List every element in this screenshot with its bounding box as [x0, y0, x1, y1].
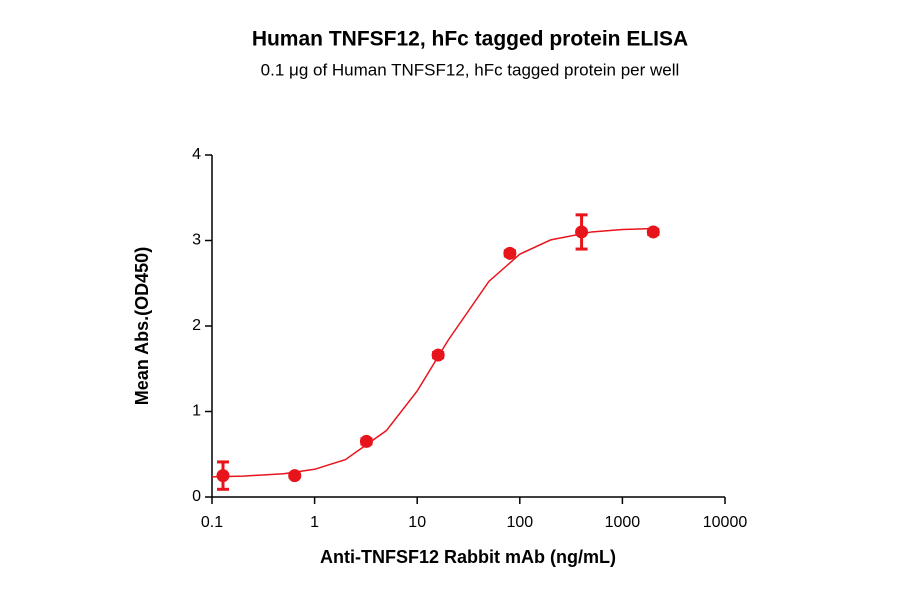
data-point — [431, 348, 445, 362]
data-point — [646, 225, 660, 239]
x-tick-label: 10000 — [703, 514, 748, 531]
x-axis-label: Anti-TNFSF12 Rabbit mAb (ng/mL) — [320, 547, 616, 567]
y-tick-label: 0 — [192, 488, 201, 505]
data-point — [216, 469, 230, 483]
y-tick-label: 1 — [192, 403, 201, 420]
data-point — [575, 225, 589, 239]
y-tick-label: 3 — [192, 232, 201, 249]
y-tick-label: 4 — [192, 146, 201, 163]
chart-title: Human TNFSF12, hFc tagged protein ELISA — [252, 28, 688, 51]
data-point — [503, 246, 517, 260]
x-tick-label: 0.1 — [201, 514, 223, 531]
data-point — [359, 434, 373, 448]
chart-subtitle: 0.1 μg of Human TNFSF12, hFc tagged prot… — [261, 60, 680, 79]
x-tick-label: 1 — [310, 514, 319, 531]
x-tick-label: 1000 — [605, 514, 641, 531]
y-axis-label: Mean Abs.(OD450) — [132, 247, 152, 405]
x-tick-label: 100 — [506, 514, 533, 531]
x-tick-label: 10 — [408, 514, 426, 531]
y-tick-label: 2 — [192, 317, 201, 334]
data-point — [288, 469, 302, 483]
